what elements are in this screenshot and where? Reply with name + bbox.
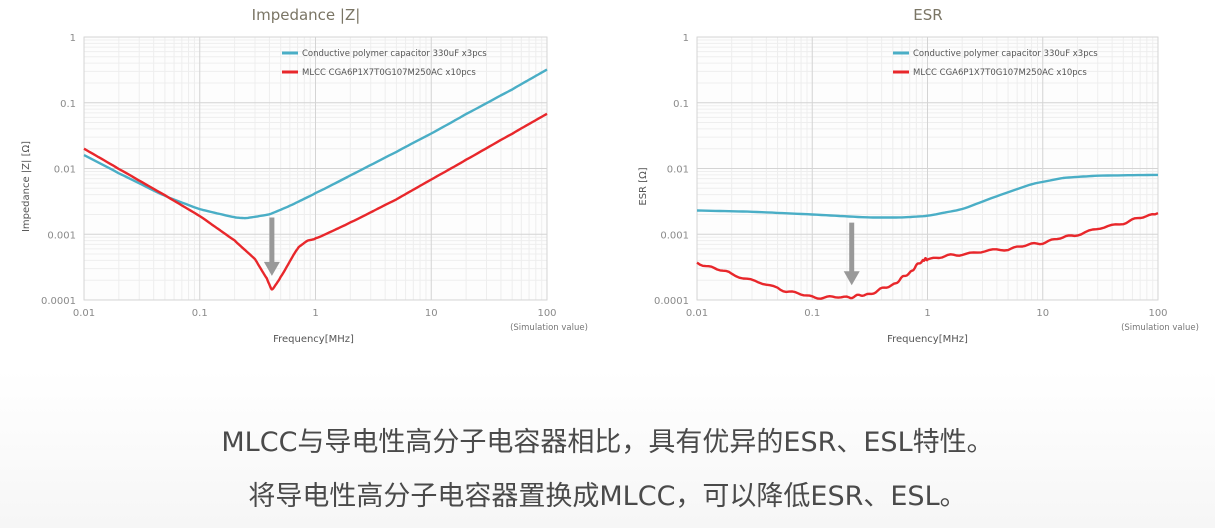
svg-text:Frequency[MHz]: Frequency[MHz] [273, 334, 354, 345]
svg-text:0.1: 0.1 [60, 99, 76, 110]
svg-text:(Simulation value): (Simulation value) [510, 323, 588, 333]
svg-text:Conductive polymer capacitor 3: Conductive polymer capacitor 330uF x3pcs [302, 49, 487, 59]
esr-chart: 0.01 0.1 1 10 100 1 0.1 0.01 0.001 0.0001 ESR Frequ… [610, 0, 1215, 380]
svg-text:MLCC CGA6P1X7T0G107M250AC x10p: MLCC CGA6P1X7T0G107M250AC x10pcs [302, 68, 476, 78]
svg-text:1: 1 [312, 308, 318, 319]
svg-text:ESR: ESR [913, 6, 942, 24]
svg-text:0.01: 0.01 [73, 308, 95, 319]
svg-text:0.0001: 0.0001 [41, 296, 76, 307]
svg-text:Impedance |Z|: Impedance |Z| [252, 6, 361, 24]
svg-text:0.1: 0.1 [673, 99, 689, 110]
svg-text:0.01: 0.01 [686, 308, 708, 319]
down-arrow-icon [843, 271, 860, 286]
series-line [696, 211, 1159, 300]
svg-text:10: 10 [425, 308, 438, 319]
svg-text:Impedance |Z| [Ω]: Impedance |Z| [Ω] [21, 141, 32, 232]
svg-text:Frequency[MHz]: Frequency[MHz] [887, 334, 968, 345]
series-line [696, 173, 1158, 219]
svg-text:0.01: 0.01 [667, 165, 689, 176]
svg-text:(Simulation value): (Simulation value) [1121, 323, 1199, 333]
caption-line-1: MLCC与导电性高分子电容器相比，具有优异的ESR、ESL特性。 [221, 427, 994, 458]
svg-text:0.001: 0.001 [47, 230, 76, 241]
series-line [83, 112, 548, 291]
svg-text:ESR [Ω]: ESR [Ω] [638, 167, 649, 205]
svg-text:100: 100 [537, 308, 556, 319]
svg-text:10: 10 [1036, 308, 1049, 319]
svg-text:0.001: 0.001 [660, 230, 689, 241]
svg-text:1: 1 [683, 33, 689, 44]
svg-text:0.1: 0.1 [192, 308, 208, 319]
svg-text:0.01: 0.01 [54, 165, 76, 176]
svg-text:MLCC CGA6P1X7T0G107M250AC x10p: MLCC CGA6P1X7T0G107M250AC x10pcs [913, 68, 1087, 78]
down-arrow-icon [263, 261, 280, 276]
svg-text:0.0001: 0.0001 [654, 296, 689, 307]
svg-text:1: 1 [70, 33, 76, 44]
svg-text:Conductive polymer capacitor 3: Conductive polymer capacitor 330uF x3pcs [913, 49, 1098, 59]
impedance-chart: 0.01 0.1 1 10 100 1 0.1 0.01 0.001 0.0001 Impedanc… [0, 0, 600, 380]
svg-text:1: 1 [924, 308, 930, 319]
svg-text:100: 100 [1148, 308, 1167, 319]
svg-text:0.1: 0.1 [804, 308, 820, 319]
caption-line-2: 将导电性高分子电容器置换成MLCC，可以降低ESR、ESL。 [248, 481, 967, 512]
series-line [83, 68, 548, 220]
